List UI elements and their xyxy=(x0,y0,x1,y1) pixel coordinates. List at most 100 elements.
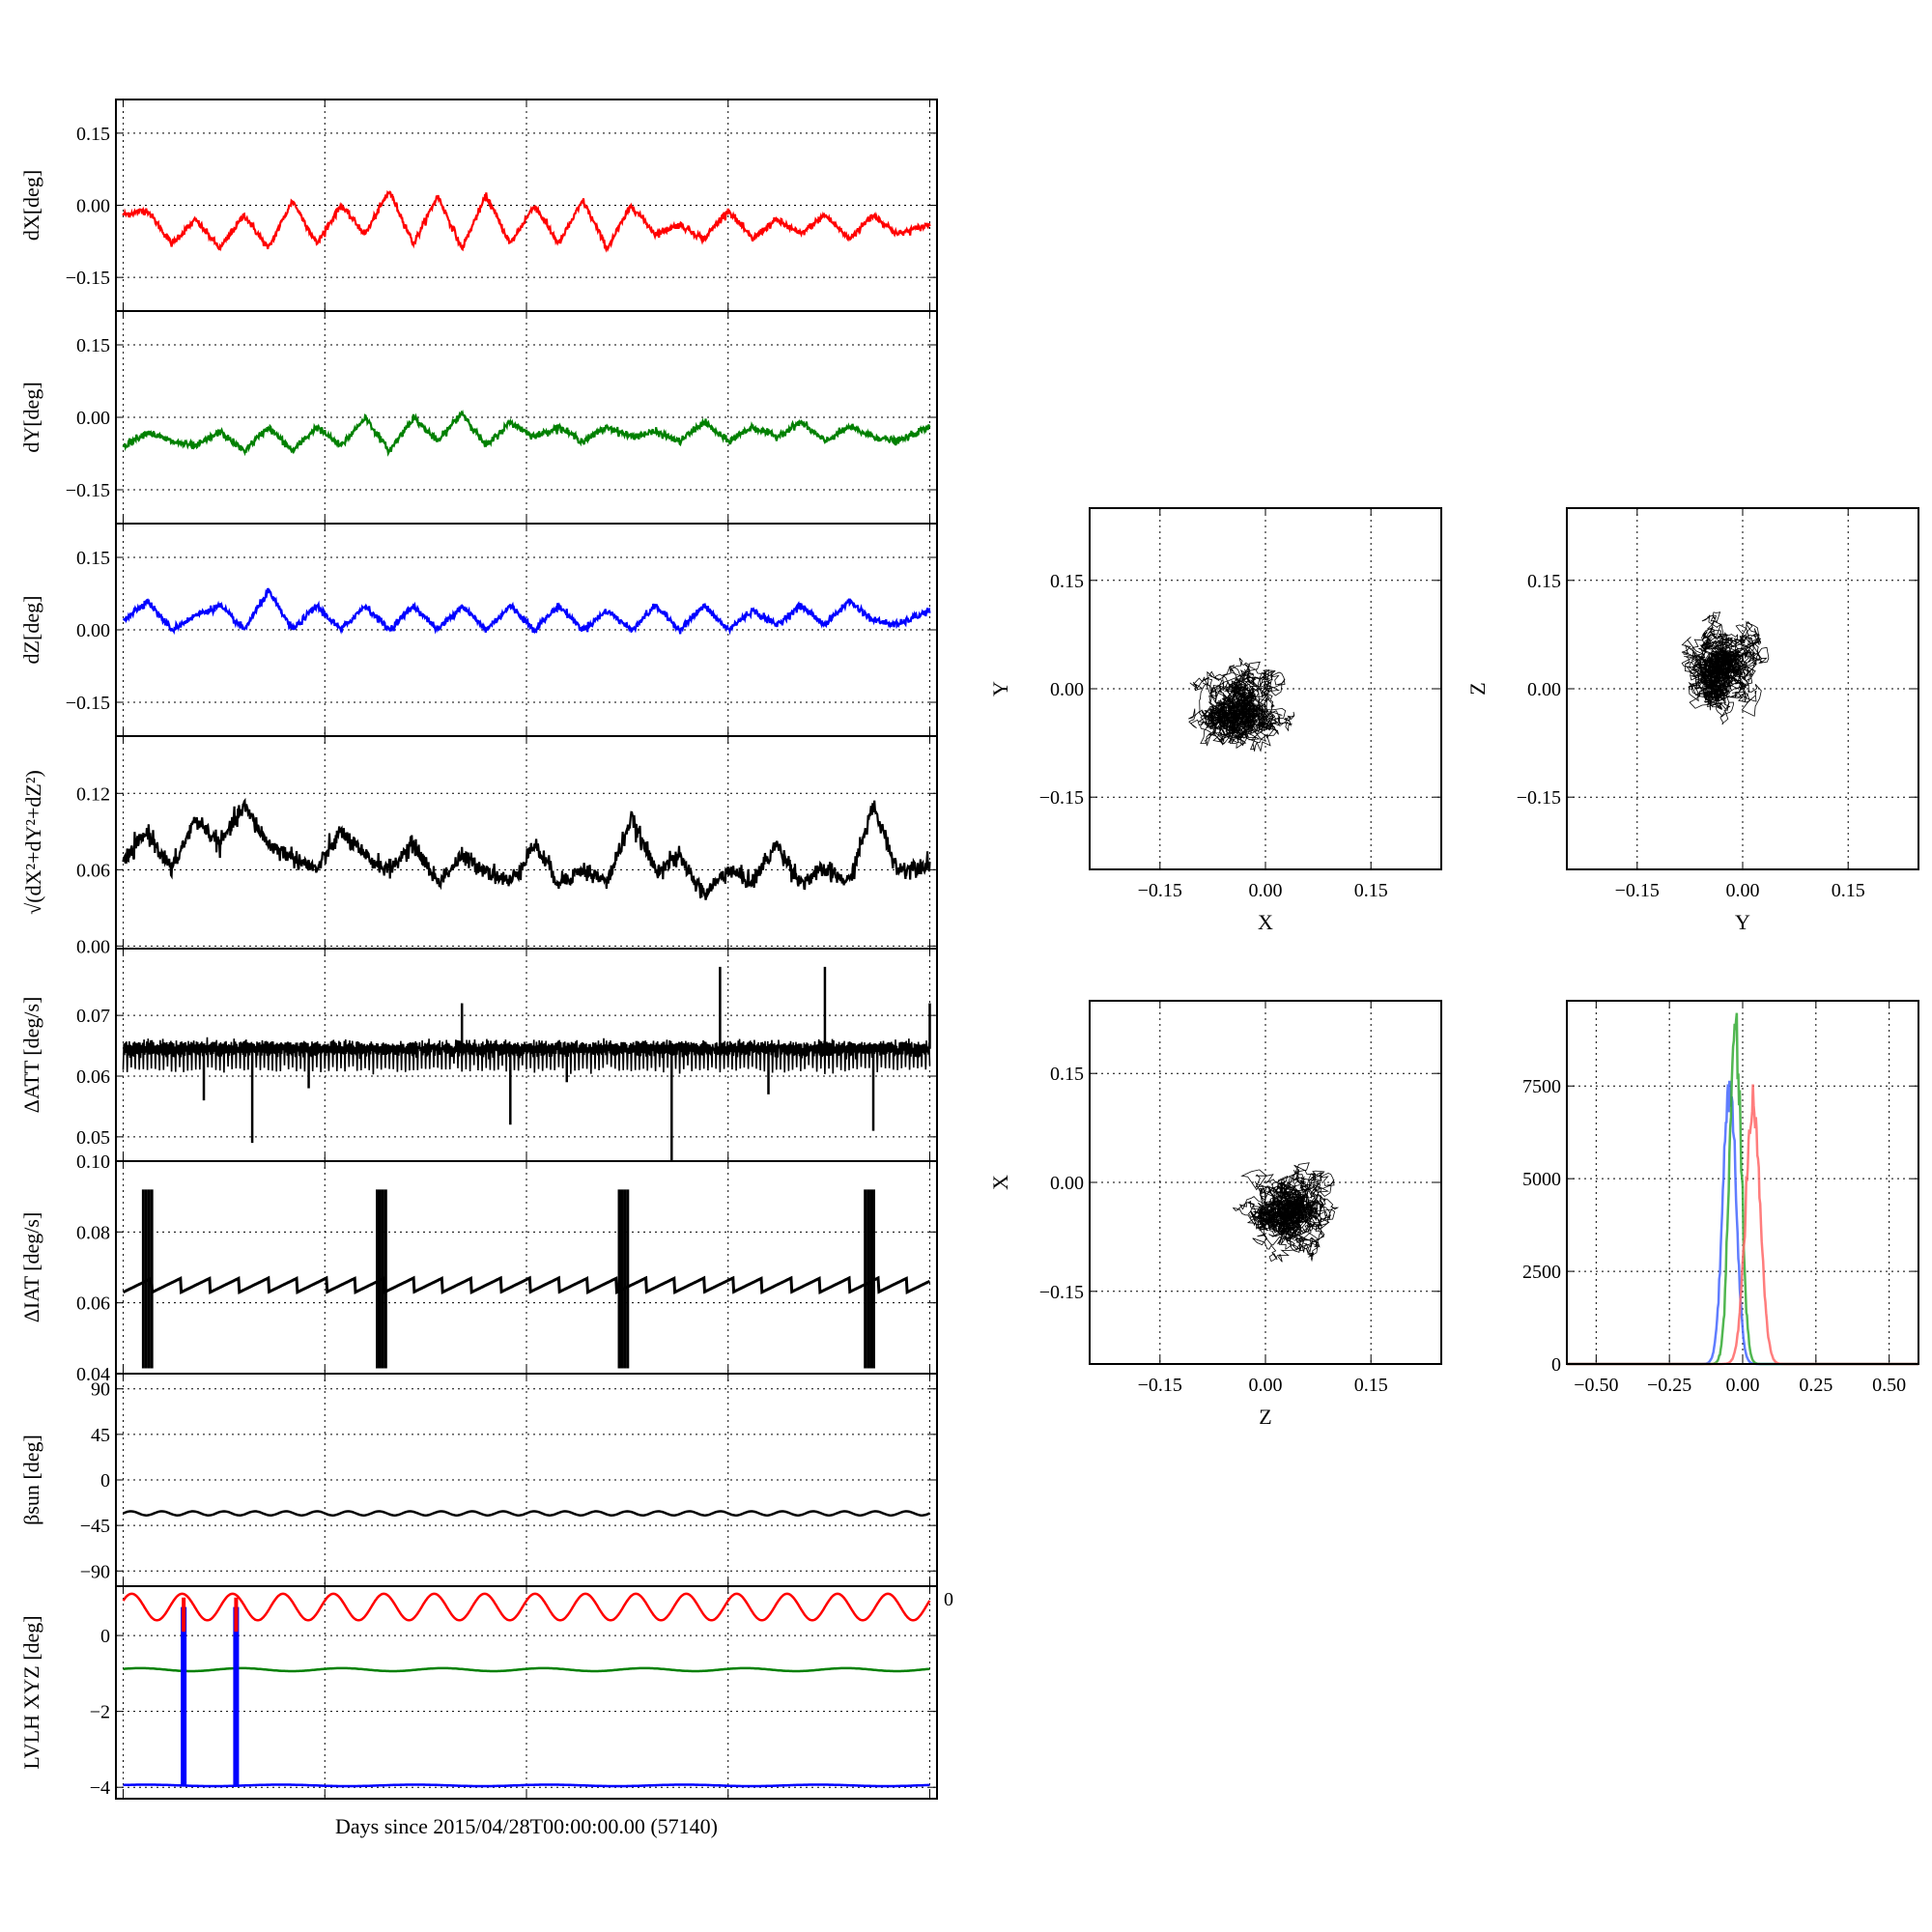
y-tick-label: −90 xyxy=(80,1561,110,1582)
y-tick-label: −45 xyxy=(80,1516,110,1537)
x-tick-label: −0.15 xyxy=(1138,880,1182,901)
y-tick-label: 45 xyxy=(91,1425,110,1446)
y-tick-label: −4 xyxy=(90,1777,110,1799)
panel-scatter_xy: −0.15 0.00 0.15 −0.15 0.00 0.15 X Y xyxy=(988,507,1442,934)
y-tick-label: 0.06 xyxy=(76,860,110,881)
panel-diat: 0.04 0.06 0.08 0.10 ΔIAT [deg/s] xyxy=(19,1151,938,1385)
y-tick-label: 0.15 xyxy=(1050,571,1084,592)
y-axis-label: √(dX²+dY²+dZ²) xyxy=(21,770,45,915)
series-line-lvlh-1 xyxy=(123,1666,930,1673)
y-tick-label: 0.06 xyxy=(76,1293,110,1315)
plot-frame xyxy=(1089,507,1442,870)
y-tick-label: 0.12 xyxy=(76,783,110,805)
y-tick-label: 0.00 xyxy=(76,196,110,217)
y-tick-label: 90 xyxy=(91,1379,110,1401)
panel-norm: 0.00 0.06 0.12 √(dX²+dY²+dZ²) xyxy=(21,735,938,957)
x-tick-label: 0.15 xyxy=(1354,1375,1388,1396)
panel-lvlh: −4 −2 0 LVLH XYZ [deg] xyxy=(19,1585,938,1800)
series-line-dZ xyxy=(122,587,931,636)
series-line-beta xyxy=(123,1510,930,1517)
plot-frame xyxy=(1566,507,1919,870)
y-tick-label: 0.00 xyxy=(76,408,110,429)
y-tick-label: 0.04 xyxy=(76,1364,110,1385)
x-tick-label: 0.50 xyxy=(1872,1375,1906,1396)
y-tick-label: 7500 xyxy=(1522,1076,1561,1097)
panel-dY: −0.15 0.00 0.15 dY[deg] xyxy=(19,310,938,525)
series-line-datt xyxy=(122,1037,931,1075)
x-tick-label: −0.50 xyxy=(1574,1375,1618,1396)
x-tick-label: 0.15 xyxy=(1354,880,1388,901)
y-tick-label: −0.15 xyxy=(66,268,110,289)
y-axis-label: βsun [deg] xyxy=(19,1435,43,1525)
y-axis-label: Y xyxy=(988,681,1012,696)
y-tick-label: 0.08 xyxy=(76,1222,110,1243)
panel-scatter_zx: −0.15 0.00 0.15 −0.15 0.00 0.15 Z X xyxy=(988,1000,1442,1429)
scatter-trace xyxy=(1232,1162,1340,1263)
x-axis-label: Z xyxy=(1259,1405,1271,1429)
x-axis-label: Y xyxy=(1735,910,1750,934)
y-tick-label: 0.00 xyxy=(1050,679,1084,700)
y-tick-label: 5000 xyxy=(1522,1169,1561,1190)
partial-tick-label: 0 xyxy=(944,1589,953,1610)
panel-datt: 0.05 0.06 0.07 ΔATT [deg/s] xyxy=(19,948,938,1162)
series-line-lvlh-0 xyxy=(122,1592,931,1622)
y-axis-label: X xyxy=(988,1175,1012,1190)
y-tick-label: −0.15 xyxy=(66,480,110,501)
y-tick-label: 0 xyxy=(100,1470,110,1492)
y-tick-label: 0.00 xyxy=(1527,679,1561,700)
series-line-lvlh-2 xyxy=(123,1783,930,1788)
series-line-dY xyxy=(122,410,931,457)
y-tick-label: 0.15 xyxy=(76,335,110,356)
y-axis-label: dY[deg] xyxy=(19,382,43,452)
x-tick-label: 0.00 xyxy=(1726,1375,1760,1396)
y-tick-label: 0 xyxy=(100,1626,110,1647)
y-tick-label: 0.15 xyxy=(76,548,110,569)
series-line-dX xyxy=(122,189,931,253)
plot-frame xyxy=(1089,1000,1442,1365)
drop-bar xyxy=(181,1606,187,1786)
x-tick-label: 0.00 xyxy=(1726,880,1760,901)
y-tick-label: −0.15 xyxy=(1039,1282,1084,1303)
y-axis-label: dX[deg] xyxy=(19,170,43,241)
y-tick-label: 0.00 xyxy=(1050,1173,1084,1194)
y-axis-label: LVLH XYZ [deg] xyxy=(19,1615,43,1769)
plot-frame xyxy=(115,1585,938,1800)
x-axis-label: X xyxy=(1258,910,1273,934)
x-tick-label: −0.15 xyxy=(1138,1375,1182,1396)
scatter-trace xyxy=(1681,611,1770,724)
y-tick-label: 0.07 xyxy=(76,1006,110,1027)
y-tick-label: 0.00 xyxy=(76,620,110,641)
x-tick-label: −0.25 xyxy=(1647,1375,1691,1396)
panel-histogram: 0 2500 5000 7500 −0.50 −0.25 0.00 0.25 0.50 xyxy=(1522,1000,1919,1396)
y-tick-label: 0.05 xyxy=(76,1127,110,1149)
series-line-diat xyxy=(122,1275,931,1295)
y-tick-label: −2 xyxy=(90,1702,110,1723)
y-tick-label: 0.00 xyxy=(76,936,110,957)
panel-scatter_yz: −0.15 0.00 0.15 −0.15 0.00 0.15 Y Z xyxy=(1465,507,1919,934)
y-tick-label: 0.15 xyxy=(1527,571,1561,592)
y-tick-label: −0.15 xyxy=(1039,787,1084,809)
y-tick-label: 0 xyxy=(1551,1354,1561,1376)
x-tick-label: 0.15 xyxy=(1832,880,1865,901)
plot-frame xyxy=(1566,1000,1919,1365)
y-axis-label: dZ[deg] xyxy=(19,596,43,665)
y-axis-label: Z xyxy=(1465,682,1490,695)
scatter-trace xyxy=(1188,657,1295,753)
x-tick-label: 0.25 xyxy=(1799,1375,1833,1396)
y-tick-label: 0.15 xyxy=(76,124,110,145)
x-tick-label: −0.15 xyxy=(1615,880,1660,901)
x-tick-label: 0.00 xyxy=(1249,1375,1283,1396)
panel-beta: −90 −45 0 45 90 βsun [deg] xyxy=(19,1373,938,1587)
x-tick-label: 0.00 xyxy=(1249,880,1283,901)
bottom-x-axis-label: Days since 2015/04/28T00:00:00.00 (57140… xyxy=(335,1814,718,1838)
panel-dX: −0.15 0.00 0.15 dX[deg] xyxy=(19,99,938,312)
drop-bar xyxy=(233,1606,240,1786)
y-tick-label: 0.06 xyxy=(76,1066,110,1088)
y-axis-label: ΔIAT [deg/s] xyxy=(19,1212,43,1323)
y-tick-label: 0.10 xyxy=(76,1151,110,1173)
series-line-norm xyxy=(122,797,931,900)
panel-dZ: −0.15 0.00 0.15 dZ[deg] xyxy=(19,523,938,737)
y-tick-label: 2500 xyxy=(1522,1262,1561,1283)
y-tick-label: 0.15 xyxy=(1050,1064,1084,1085)
